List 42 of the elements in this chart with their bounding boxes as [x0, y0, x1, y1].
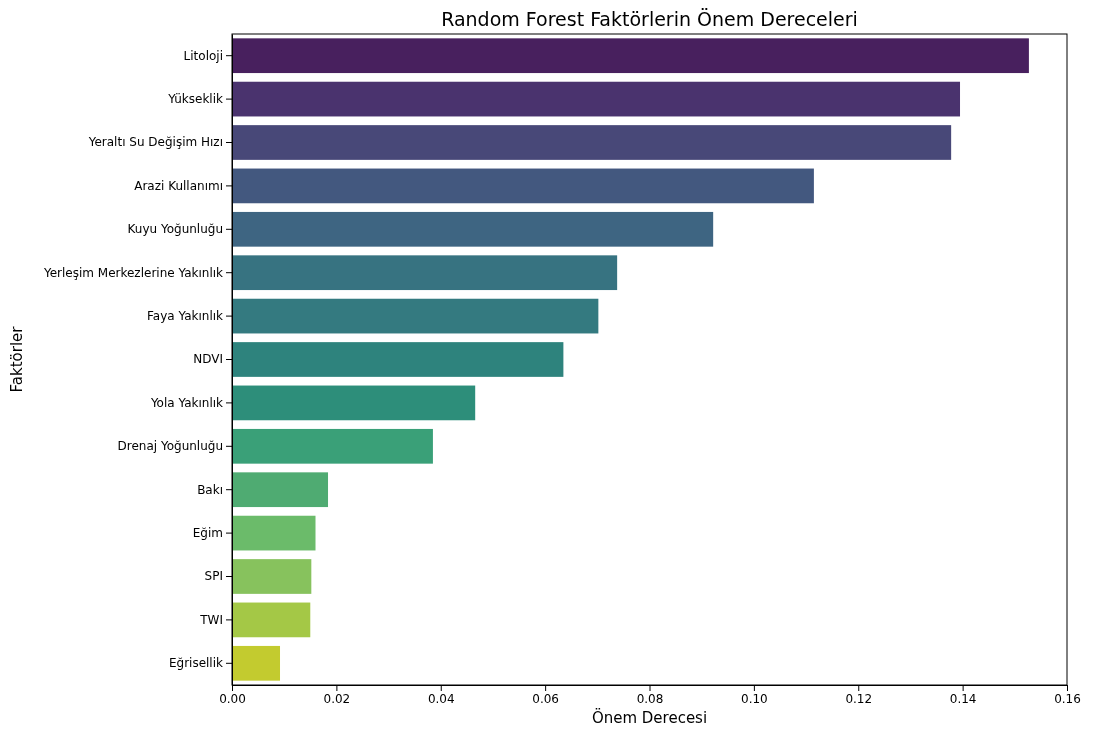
bar	[232, 515, 316, 551]
bar	[232, 81, 961, 117]
x-tick-label: 0.10	[741, 691, 768, 706]
bar	[232, 428, 433, 464]
y-tick-label: Yola Yakınlık	[149, 395, 224, 410]
bar	[232, 255, 618, 291]
y-tick-label: NDVI	[193, 352, 223, 367]
x-tick-label: 0.12	[845, 691, 873, 706]
y-tick-label: Eğrisellik	[168, 656, 224, 671]
x-axis-title: Önem Derecesi	[591, 708, 708, 727]
bar	[232, 472, 329, 508]
bar	[232, 342, 564, 377]
y-tick-label: Bakı	[197, 482, 223, 497]
bar	[232, 38, 1029, 74]
x-tick-label: 0.02	[323, 691, 351, 706]
bar	[232, 298, 599, 334]
bar	[232, 559, 312, 594]
x-tick-label: 0.16	[1054, 691, 1081, 706]
y-tick-label: Litoloji	[183, 48, 223, 63]
y-tick-label: Kuyu Yoğunluğu	[127, 222, 223, 237]
y-tick-label: Eğim	[192, 525, 223, 540]
y-tick-label: Drenaj Yoğunluğu	[117, 439, 223, 454]
y-tick-label: Faya Yakınlık	[147, 308, 224, 323]
y-tick-label: Yeraltı Su Değişim Hızı	[87, 135, 223, 150]
x-tick-label: 0.04	[427, 691, 455, 706]
chart-title: Random Forest Faktörlerin Önem Dereceleri	[441, 8, 858, 30]
bar	[232, 602, 311, 638]
y-axis-title: Faktörler	[8, 325, 26, 393]
y-tick-label: TWI	[199, 612, 223, 627]
bar	[232, 168, 814, 204]
y-tick-label: Yerleşim Merkezlerine Yakınlık	[42, 265, 224, 280]
bar	[232, 211, 714, 247]
x-tick-label: 0.00	[219, 691, 246, 706]
y-tick-label: Arazi Kullanımı	[134, 178, 223, 193]
x-tick-label: 0.06	[532, 691, 559, 706]
y-tick-label: Yükseklik	[167, 91, 224, 106]
x-tick-label: 0.08	[636, 691, 664, 706]
y-tick-label: SPI	[204, 569, 223, 584]
bar	[232, 645, 281, 681]
bar	[232, 385, 476, 421]
x-tick-label: 0.14	[949, 691, 977, 706]
bar	[232, 125, 952, 160]
